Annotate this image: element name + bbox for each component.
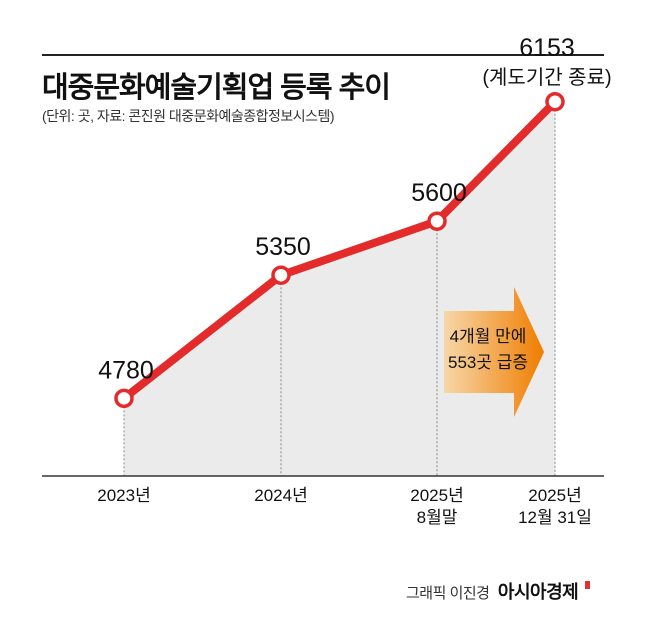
top-rule	[42, 54, 604, 56]
chart-title: 대중문화예술기획업 등록 추이	[42, 72, 391, 104]
x-tick-label-0-0: 2023년	[97, 486, 150, 505]
growth-arrow-icon	[444, 287, 544, 417]
value-label-0-0: 4780	[98, 356, 154, 384]
brand-mark-icon	[584, 581, 590, 589]
data-point-3	[545, 92, 565, 112]
x-tick-label-1-0: 2024년	[254, 486, 307, 505]
x-tick-label-3-0: 2025년	[528, 486, 581, 505]
chart-subtitle: (단위: 곳, 자료: 콘진원 대중문화예술종합정보시스템)	[42, 108, 335, 124]
series-line	[120, 97, 559, 403]
value-label-3-0: 6153	[519, 34, 575, 62]
x-tick-label-2-1: 8월말	[417, 508, 458, 527]
value-label-1-0: 5350	[255, 233, 311, 261]
annotation-line-0: 4개월 만에	[450, 327, 527, 346]
data-point-1	[271, 265, 291, 285]
brand-logo: 아시아경제	[497, 582, 579, 602]
credit: 그래픽 이진경 아시아경제	[406, 578, 590, 604]
x-tick-label-2-0: 2025년	[410, 486, 463, 505]
chart-area-fill	[124, 101, 555, 476]
value-label-2-0: 5600	[411, 179, 467, 207]
value-label-3-1: (계도기간 종료)	[482, 66, 611, 89]
annotation-line-1: 553곳 급증	[448, 353, 528, 372]
credit-label: 그래픽 이진경	[406, 585, 490, 602]
x-tick-label-3-1: 12월 31일	[518, 508, 592, 527]
data-point-0	[114, 388, 134, 409]
data-point-2	[427, 211, 447, 231]
